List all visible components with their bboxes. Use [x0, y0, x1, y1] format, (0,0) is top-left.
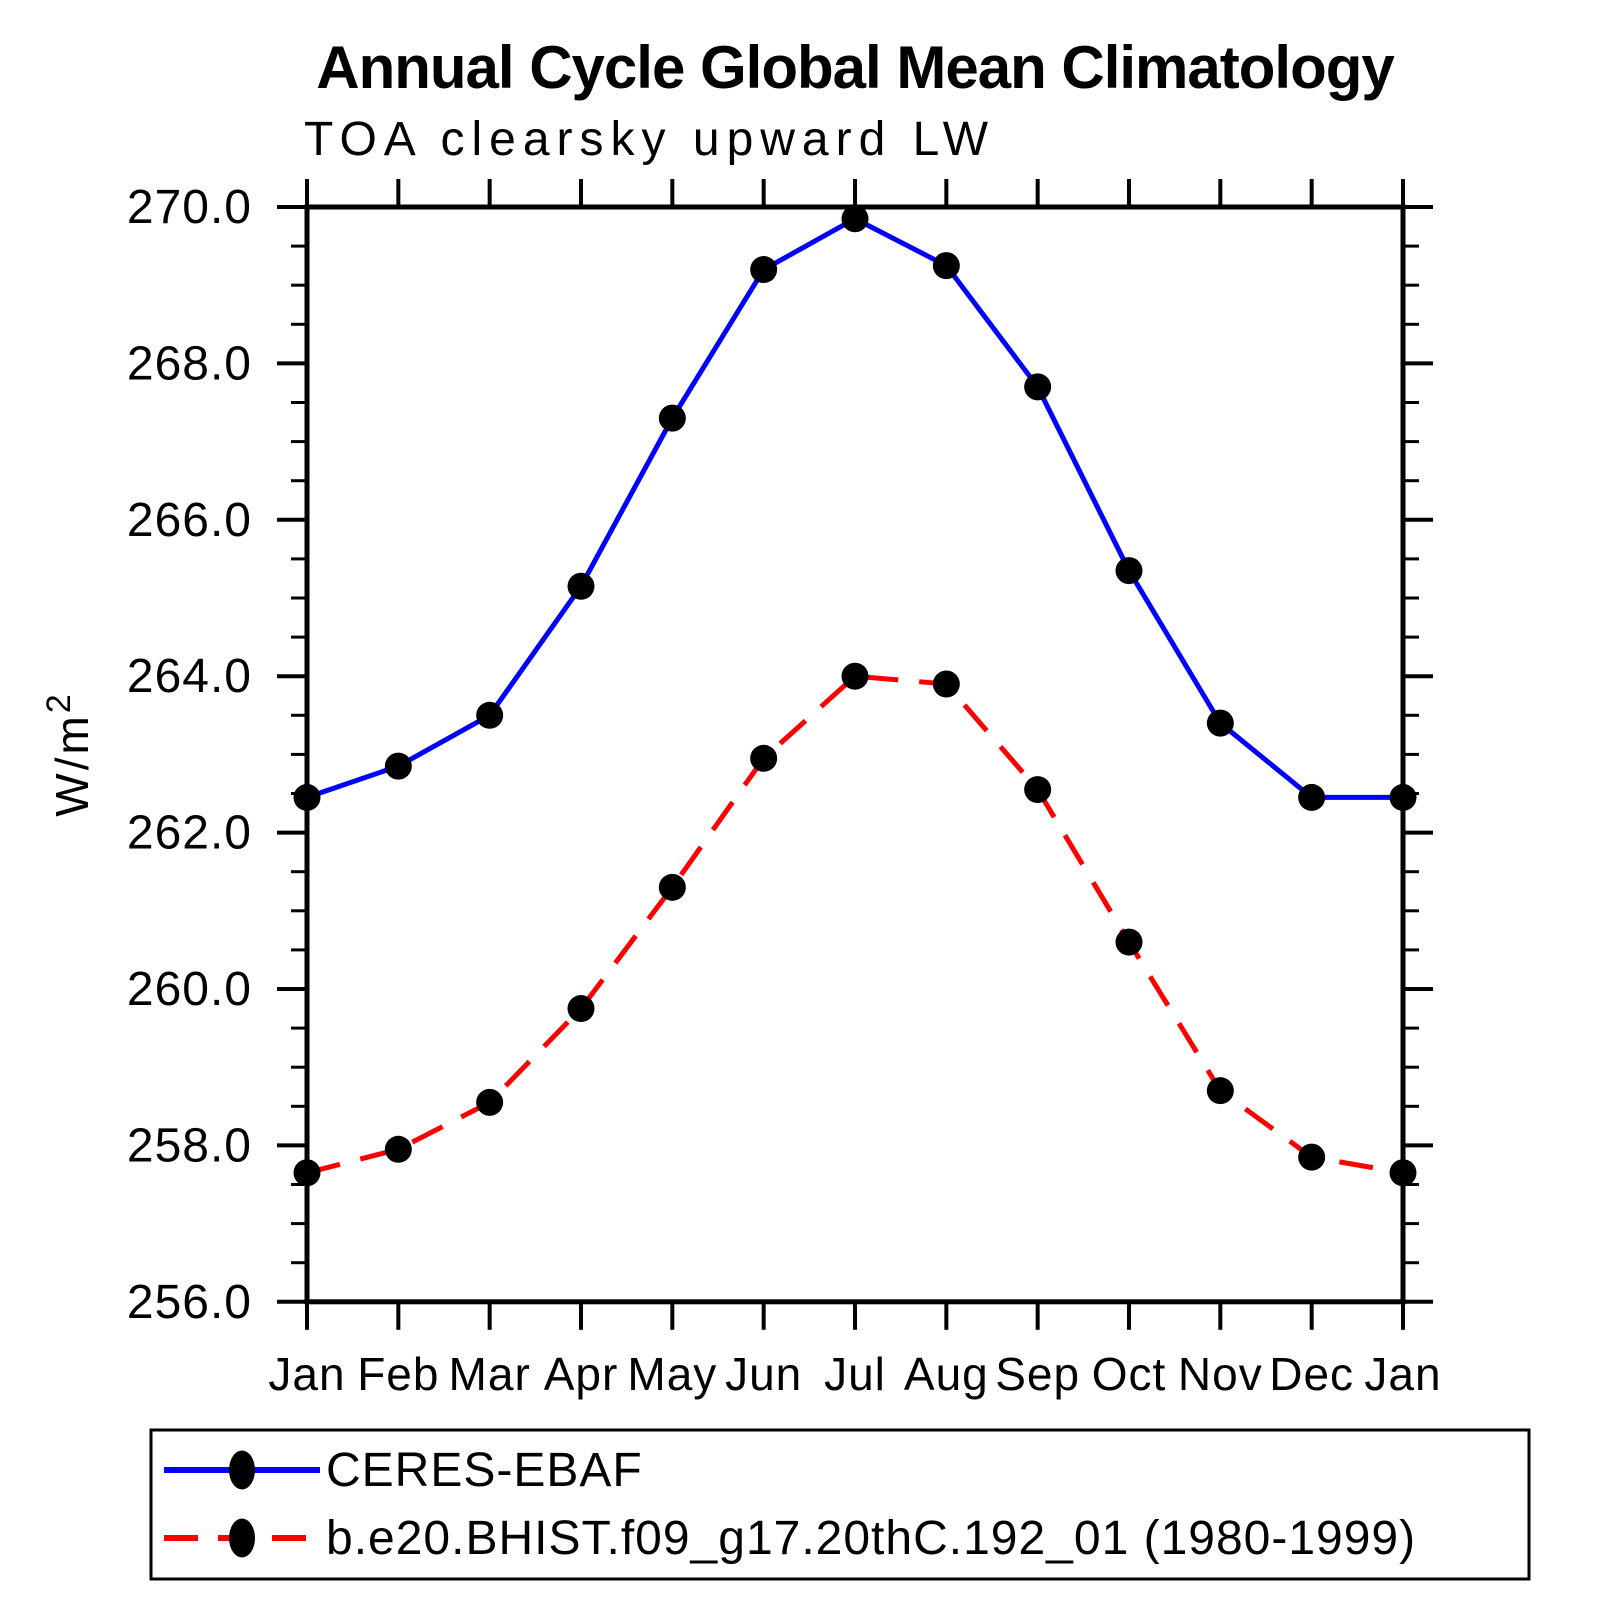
data-point	[1389, 783, 1417, 811]
data-point	[1024, 373, 1052, 401]
data-point	[658, 404, 686, 432]
chart-subtitle: TOA clearsky upward LW	[304, 113, 995, 166]
month-label: Aug	[904, 1348, 989, 1400]
y-tick-label: 266.0	[127, 494, 252, 547]
data-point	[384, 1135, 412, 1163]
month-label: Oct	[1092, 1348, 1167, 1400]
data-point	[932, 670, 960, 698]
y-tick-label: 268.0	[127, 337, 252, 390]
data-point	[1206, 709, 1234, 737]
series-line-obs	[306, 215, 1403, 800]
data-series	[293, 205, 1417, 1187]
data-point	[1024, 776, 1052, 804]
data-point	[750, 744, 778, 772]
plot-frame	[304, 204, 1406, 1305]
series-line-model	[306, 673, 1404, 1176]
chart-title: Annual Cycle Global Mean Climatology	[316, 34, 1395, 101]
data-point	[293, 783, 321, 811]
data-point	[750, 256, 778, 284]
data-point	[841, 205, 869, 233]
month-label: Nov	[1178, 1348, 1263, 1400]
month-label: Jan	[268, 1348, 345, 1400]
data-point	[567, 995, 595, 1023]
legend-box	[149, 1428, 1531, 1581]
data-point	[1115, 557, 1143, 585]
month-label: Feb	[357, 1348, 439, 1400]
data-point	[476, 1088, 504, 1116]
legend: CERES-EBAF b.e20.BHIST.f09_g17.20thC.192_…	[149, 1428, 1531, 1581]
data-point	[1298, 783, 1326, 811]
data-point	[841, 662, 869, 690]
month-label: Mar	[449, 1348, 531, 1400]
month-label: May	[627, 1348, 717, 1400]
month-label: Jan	[1364, 1348, 1441, 1400]
axis-tick-labels: 256.0 258.0 260.0 262.0 264.0 266.0 268.0 270.0…	[127, 181, 1441, 1400]
legend-marker-dot	[229, 1518, 255, 1558]
data-point	[1206, 1077, 1234, 1105]
legend-marker-dot	[229, 1450, 255, 1490]
month-label: Jul	[824, 1348, 886, 1400]
month-label: Jun	[725, 1348, 802, 1400]
month-label: Apr	[544, 1348, 619, 1400]
y-tick-label: 264.0	[127, 650, 252, 703]
data-point	[384, 752, 412, 780]
y-tick-label: 270.0	[127, 181, 252, 234]
data-point	[476, 701, 504, 729]
y-tick-label: 258.0	[127, 1119, 252, 1172]
month-label: Dec	[1269, 1348, 1354, 1400]
data-point	[1389, 1159, 1417, 1187]
y-tick-label: 262.0	[127, 807, 252, 860]
data-point	[1298, 1143, 1326, 1171]
data-point	[293, 1159, 321, 1187]
legend-label: b.e20.BHIST.f09_g17.20thC.192_01 (1980-1…	[326, 1512, 1416, 1565]
data-point	[567, 572, 595, 600]
data-point	[1115, 928, 1143, 956]
y-tick-label: 260.0	[127, 963, 252, 1016]
data-point	[932, 252, 960, 280]
y-axis-label: W/m2	[40, 691, 98, 816]
month-label: Sep	[995, 1348, 1080, 1400]
data-point	[658, 873, 686, 901]
legend-label: CERES-EBAF	[326, 1444, 643, 1497]
y-tick-label: 256.0	[127, 1276, 252, 1329]
